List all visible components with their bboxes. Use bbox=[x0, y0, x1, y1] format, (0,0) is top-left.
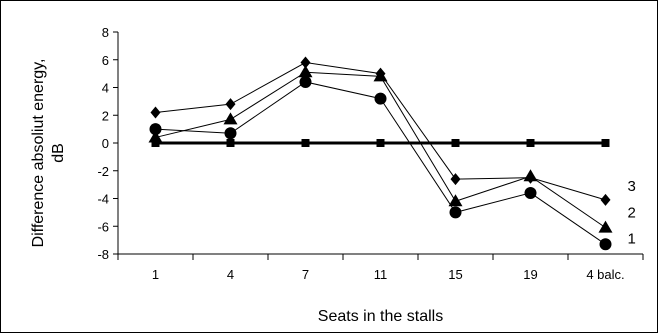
data-point-s1 bbox=[374, 92, 387, 105]
series-line-s1 bbox=[155, 81, 606, 245]
data-point-s1 bbox=[524, 186, 537, 199]
data-point-s3 bbox=[525, 171, 536, 184]
y-axis: -8 -6 -4 -2 0 2 4 6 8 bbox=[97, 25, 119, 262]
series-label-s1: 1 bbox=[628, 231, 636, 248]
data-point-ref bbox=[226, 139, 235, 147]
y-tick-label: 4 bbox=[102, 81, 109, 96]
x-tick-label: 4 balc. bbox=[586, 267, 624, 282]
series-line-s3 bbox=[155, 62, 606, 201]
data-point-s2 bbox=[298, 65, 313, 78]
data-point-s1 bbox=[449, 206, 462, 219]
data-point-s1 bbox=[299, 75, 312, 88]
data-point-ref bbox=[151, 139, 160, 147]
series-label-s3: 3 bbox=[628, 178, 636, 195]
series-s1 bbox=[149, 75, 612, 251]
y-tick-label: -6 bbox=[97, 219, 109, 234]
data-point-s2 bbox=[223, 112, 238, 125]
y-tick-label: 6 bbox=[102, 53, 109, 68]
y-tick-label: 8 bbox=[102, 25, 109, 40]
series-s3 bbox=[150, 56, 611, 206]
data-point-ref bbox=[526, 139, 535, 147]
data-point-s3 bbox=[450, 173, 461, 186]
x-tick-label: 1 bbox=[152, 267, 159, 282]
y-tick-label: 2 bbox=[102, 108, 109, 123]
data-point-s3 bbox=[225, 98, 236, 111]
series-labels: 1 2 3 bbox=[628, 178, 636, 248]
y-tick-label: -8 bbox=[97, 247, 109, 262]
data-point-s2 bbox=[448, 194, 463, 207]
data-point-s2 bbox=[148, 130, 163, 143]
y-tick-label: 0 bbox=[102, 136, 109, 151]
series-ref bbox=[151, 139, 610, 147]
data-point-s1 bbox=[599, 238, 612, 251]
data-point-s1 bbox=[149, 123, 162, 136]
series-layer bbox=[148, 56, 613, 251]
x-tick-label: 4 bbox=[227, 267, 234, 282]
x-axis-label: Seats in the stalls bbox=[318, 308, 443, 325]
data-point-s1 bbox=[224, 127, 237, 140]
data-point-s3 bbox=[300, 56, 311, 69]
data-point-ref bbox=[601, 139, 610, 147]
data-point-ref bbox=[301, 139, 310, 147]
data-point-ref bbox=[376, 139, 385, 147]
y-tick-label: -2 bbox=[97, 164, 109, 179]
data-point-s3 bbox=[600, 193, 611, 206]
data-point-s2 bbox=[598, 220, 613, 233]
x-tick-label: 15 bbox=[448, 267, 462, 282]
x-tick-label: 7 bbox=[302, 267, 309, 282]
x-axis: 1 4 7 11 15 19 4 balc. bbox=[117, 253, 644, 282]
data-point-ref bbox=[451, 139, 460, 147]
series-label-s2: 2 bbox=[628, 204, 636, 221]
series-s2 bbox=[148, 65, 613, 233]
y-axis-label: Difference absoliut energy, dB bbox=[30, 59, 67, 248]
x-tick-label: 11 bbox=[374, 267, 388, 282]
data-point-s3 bbox=[375, 67, 386, 80]
y-tick-label: -4 bbox=[97, 192, 109, 207]
x-tick-label: 19 bbox=[523, 267, 537, 282]
data-point-s3 bbox=[150, 106, 161, 119]
